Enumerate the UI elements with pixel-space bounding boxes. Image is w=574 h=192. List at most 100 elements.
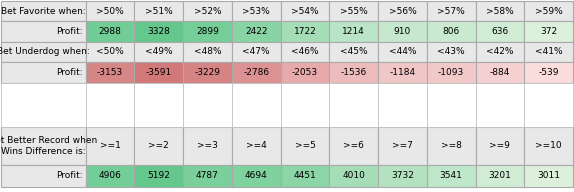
- Text: >=1: >=1: [99, 142, 121, 151]
- Text: >55%: >55%: [340, 7, 367, 16]
- Bar: [232, 83, 281, 127]
- Text: 3732: 3732: [391, 171, 414, 180]
- Bar: [475, 21, 524, 42]
- Bar: [232, 165, 281, 187]
- Bar: [134, 165, 183, 187]
- Text: <44%: <44%: [389, 47, 416, 56]
- Bar: [281, 1, 329, 21]
- Bar: [329, 165, 378, 187]
- Text: -2053: -2053: [292, 68, 318, 77]
- Bar: [86, 83, 134, 127]
- Text: >54%: >54%: [291, 7, 319, 16]
- Bar: [475, 127, 524, 165]
- Bar: [134, 21, 183, 42]
- Bar: [378, 21, 427, 42]
- Bar: [281, 42, 329, 62]
- Bar: [1, 165, 86, 187]
- Bar: [524, 127, 573, 165]
- Bar: [183, 62, 232, 83]
- Text: -3153: -3153: [97, 68, 123, 77]
- Bar: [524, 42, 573, 62]
- Bar: [427, 127, 475, 165]
- Bar: [378, 42, 427, 62]
- Bar: [378, 165, 427, 187]
- Bar: [427, 62, 475, 83]
- Bar: [1, 83, 86, 127]
- Text: >=9: >=9: [490, 142, 510, 151]
- Bar: [378, 127, 427, 165]
- Bar: [1, 21, 86, 42]
- Text: 3201: 3201: [488, 171, 511, 180]
- Text: Bet Underdog when:: Bet Underdog when:: [0, 47, 90, 56]
- Text: Profit:: Profit:: [56, 68, 83, 77]
- Text: <49%: <49%: [145, 47, 173, 56]
- Text: >51%: >51%: [145, 7, 173, 16]
- Bar: [86, 165, 134, 187]
- Bar: [86, 42, 134, 62]
- Bar: [427, 21, 475, 42]
- Text: >=7: >=7: [392, 142, 413, 151]
- Bar: [232, 1, 281, 21]
- Bar: [134, 42, 183, 62]
- Bar: [475, 42, 524, 62]
- Bar: [1, 62, 86, 83]
- Bar: [524, 1, 573, 21]
- Bar: [427, 42, 475, 62]
- Bar: [475, 165, 524, 187]
- Text: 1214: 1214: [342, 27, 365, 36]
- Text: <46%: <46%: [291, 47, 319, 56]
- Bar: [378, 62, 427, 83]
- Bar: [134, 62, 183, 83]
- Bar: [329, 21, 378, 42]
- Text: 2899: 2899: [196, 27, 219, 36]
- Bar: [281, 21, 329, 42]
- Text: <41%: <41%: [535, 47, 563, 56]
- Bar: [475, 1, 524, 21]
- Text: 4451: 4451: [293, 171, 316, 180]
- Bar: [232, 127, 281, 165]
- Text: 4010: 4010: [342, 171, 365, 180]
- Bar: [427, 165, 475, 187]
- Bar: [134, 127, 183, 165]
- Bar: [329, 83, 378, 127]
- Bar: [329, 127, 378, 165]
- Text: <50%: <50%: [96, 47, 124, 56]
- Text: 806: 806: [443, 27, 460, 36]
- Bar: [86, 1, 134, 21]
- Bar: [86, 21, 134, 42]
- Bar: [183, 42, 232, 62]
- Text: >=3: >=3: [197, 142, 218, 151]
- Bar: [232, 21, 281, 42]
- Text: -3229: -3229: [195, 68, 220, 77]
- Text: 3328: 3328: [148, 27, 170, 36]
- Text: >=5: >=5: [294, 142, 315, 151]
- Text: >=6: >=6: [343, 142, 364, 151]
- Text: <42%: <42%: [486, 47, 514, 56]
- Text: <43%: <43%: [437, 47, 465, 56]
- Bar: [232, 62, 281, 83]
- Text: >=10: >=10: [536, 142, 562, 151]
- Text: Profit:: Profit:: [56, 27, 83, 36]
- Bar: [524, 62, 573, 83]
- Bar: [232, 42, 281, 62]
- Bar: [427, 1, 475, 21]
- Text: -2786: -2786: [243, 68, 269, 77]
- Text: >57%: >57%: [437, 7, 465, 16]
- Text: <48%: <48%: [193, 47, 222, 56]
- Text: <45%: <45%: [340, 47, 367, 56]
- Bar: [281, 83, 329, 127]
- Bar: [329, 62, 378, 83]
- Text: -884: -884: [490, 68, 510, 77]
- Bar: [86, 62, 134, 83]
- Text: 3541: 3541: [440, 171, 463, 180]
- Text: 2988: 2988: [99, 27, 122, 36]
- Text: -1536: -1536: [340, 68, 367, 77]
- Text: >59%: >59%: [535, 7, 563, 16]
- Bar: [183, 165, 232, 187]
- Bar: [329, 1, 378, 21]
- Text: -1184: -1184: [389, 68, 416, 77]
- Text: 2422: 2422: [245, 27, 267, 36]
- Bar: [134, 83, 183, 127]
- Bar: [378, 1, 427, 21]
- Bar: [1, 42, 86, 62]
